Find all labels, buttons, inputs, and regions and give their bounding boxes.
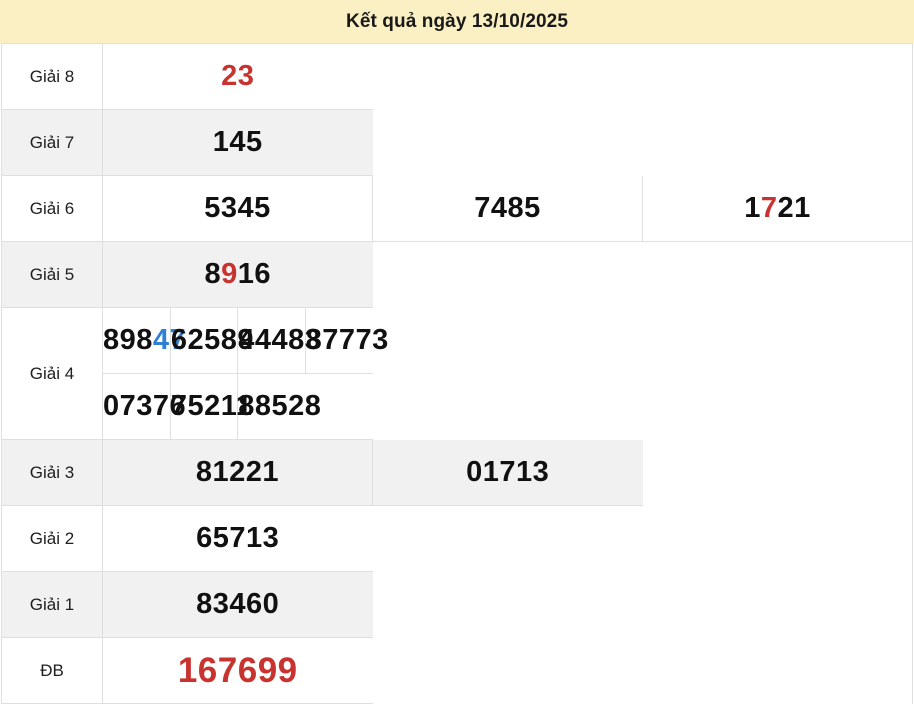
- highlighted-digits: 23: [221, 60, 255, 92]
- lottery-results-table: Giải 8 23 Giải 7 145 Giải 6 5345 7485 1721 Giải …: [1, 43, 913, 704]
- table-row: Giải 2 65713: [1, 505, 913, 572]
- prize-value-cell: 65713: [102, 505, 373, 572]
- plain-digits: 1: [744, 191, 761, 224]
- prize-number: 145: [213, 126, 263, 158]
- prize-value-cell: 07376: [103, 373, 186, 439]
- plain-digits: 21: [777, 191, 811, 224]
- prize-value-cell: 1721: [642, 175, 913, 242]
- prize-number: 01713: [466, 456, 549, 488]
- table-row: Giải 4 89847 62589 44483 87773 07376 75211 8852…: [1, 307, 913, 440]
- plain-digits: 81221: [195, 456, 280, 488]
- prize-label: Giải 7: [1, 109, 103, 176]
- prize-value-cell: 81221: [102, 439, 373, 506]
- prize-number: 88528: [238, 390, 321, 422]
- prize-number: 5345: [204, 192, 271, 224]
- prize-value-cell: 145: [102, 109, 373, 176]
- prize-number: 65713: [196, 522, 279, 554]
- prize-number: 167699: [178, 651, 298, 690]
- prize-values-group: 89847 62589 44483 87773 07376 75211 88528: [102, 307, 388, 440]
- prize-label: Giải 4: [1, 307, 103, 440]
- prize-number: 7485: [474, 192, 541, 224]
- prize-label: Giải 3: [1, 439, 103, 506]
- highlighted-digits: 167699: [177, 651, 298, 690]
- prize-label: ĐB: [1, 637, 103, 704]
- prize-number: 83460: [196, 588, 279, 620]
- prize-value-cell: 88528: [237, 373, 321, 439]
- prize-label: Giải 2: [1, 505, 103, 572]
- prize-number: 23: [221, 60, 254, 92]
- prize-value-cell: 83460: [102, 571, 373, 638]
- table-row: Giải 8 23: [1, 43, 913, 110]
- plain-digits: 87773: [305, 324, 389, 356]
- prize-label: Giải 5: [1, 241, 103, 308]
- highlighted-digits: 9: [221, 258, 238, 290]
- page-title: Kết quả ngày 13/10/2025: [346, 10, 568, 32]
- highlighted-digits: 7: [760, 191, 778, 224]
- prize-label: Giải 1: [1, 571, 103, 638]
- prize-label: Giải 8: [1, 43, 103, 110]
- table-subrow: 89847 62589 44483 87773: [103, 308, 388, 374]
- table-row: Giải 7 145: [1, 109, 913, 176]
- plain-digits: 16: [237, 258, 272, 290]
- prize-value-cell: 167699: [102, 637, 373, 704]
- prize-value-cell: 62589: [169, 308, 254, 374]
- plain-digits: 898: [103, 324, 153, 356]
- plain-digits: 83460: [196, 588, 280, 620]
- prize-value-cell: 87773: [304, 308, 388, 374]
- table-row: Giải 6 5345 7485 1721: [1, 175, 913, 242]
- table-row: ĐB 167699: [1, 637, 913, 704]
- prize-number: 8916: [204, 258, 271, 290]
- prize-value-cell: 5345: [102, 175, 373, 242]
- plain-digits: 8: [204, 258, 222, 290]
- plain-digits: 88528: [238, 390, 322, 422]
- prize-value-cell: 75211: [169, 373, 252, 439]
- prize-number: 1721: [744, 192, 811, 224]
- prize-value-cell: 89847: [103, 308, 186, 374]
- plain-digits: 5345: [204, 192, 271, 224]
- prize-value-cell: 7485: [372, 175, 643, 242]
- plain-digits: 01713: [466, 455, 550, 488]
- plain-digits: 65713: [196, 522, 280, 554]
- prize-value-cell: 01713: [372, 439, 643, 506]
- table-row: Giải 5 8916: [1, 241, 913, 308]
- prize-label: Giải 6: [1, 175, 103, 242]
- prize-value-cell: 8916: [102, 241, 373, 308]
- table-subrow: 07376 75211 88528: [103, 373, 373, 439]
- prize-number: 87773: [306, 324, 389, 356]
- table-row: Giải 3 81221 01713: [1, 439, 913, 506]
- plain-digits: 145: [212, 126, 263, 158]
- table-row: Giải 1 83460: [1, 571, 913, 638]
- plain-digits: 7485: [474, 191, 541, 224]
- prize-value-cell: 44483: [237, 308, 321, 374]
- prize-value-cell: 23: [102, 43, 373, 110]
- result-header-banner: Kết quả ngày 13/10/2025: [0, 0, 914, 43]
- prize-number: 81221: [196, 456, 279, 488]
